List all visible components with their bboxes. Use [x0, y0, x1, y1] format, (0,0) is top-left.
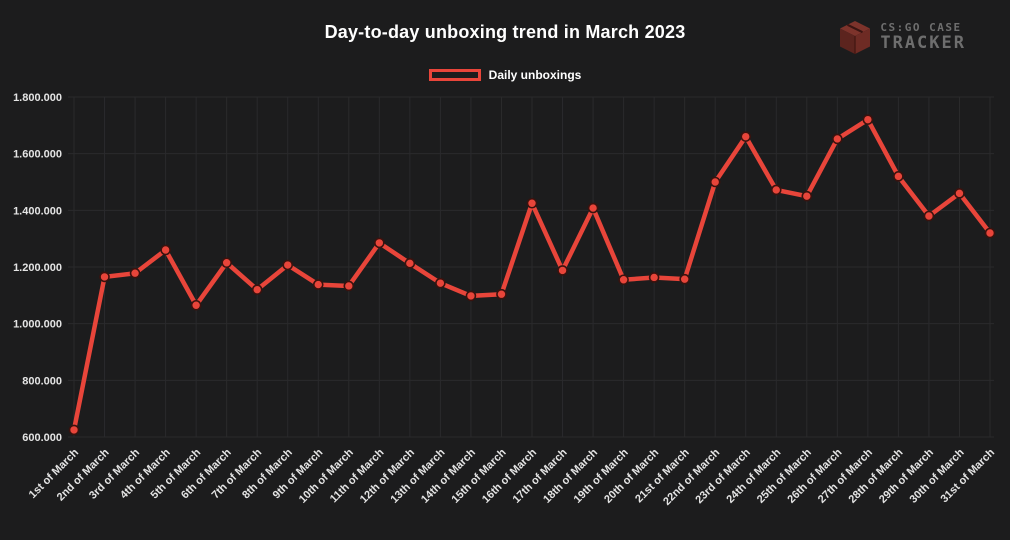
data-point[interactable]: [587, 202, 599, 214]
y-axis-label: 1.800.000: [13, 92, 62, 104]
data-point[interactable]: [68, 424, 80, 436]
data-point[interactable]: [740, 131, 752, 142]
x-axis-label: 11th of March: [328, 446, 387, 505]
brand-wordmark: CS:GO CASE TRACKER: [880, 22, 966, 52]
data-point[interactable]: [770, 184, 782, 196]
data-point[interactable]: [526, 197, 538, 209]
y-axis-label: 800.000: [22, 375, 62, 387]
data-point[interactable]: [496, 288, 507, 300]
data-point[interactable]: [343, 280, 355, 292]
data-point[interactable]: [404, 258, 416, 269]
case-cube-icon: [840, 21, 871, 54]
y-axis-label: 1.600.000: [13, 149, 62, 161]
data-point[interactable]: [709, 176, 721, 188]
y-axis-label: 1.000.000: [13, 319, 62, 331]
grid-lines: [68, 96, 994, 438]
data-point[interactable]: [618, 274, 629, 286]
x-axis-label: 21st of March: [633, 446, 692, 505]
data-point[interactable]: [251, 284, 263, 295]
data-point[interactable]: [99, 271, 110, 283]
data-point[interactable]: [893, 171, 904, 182]
page-title: Day-to-day unboxing trend in March 2023: [324, 22, 686, 42]
data-point[interactable]: [190, 299, 202, 311]
data-point[interactable]: [648, 272, 660, 283]
brand-name-bottom: TRACKER: [880, 33, 966, 53]
data-point[interactable]: [435, 277, 446, 289]
data-point[interactable]: [129, 267, 141, 279]
data-point[interactable]: [282, 259, 294, 271]
data-point[interactable]: [801, 190, 813, 202]
data-point[interactable]: [374, 237, 385, 249]
brand-name-top: CS:GO CASE: [880, 21, 962, 34]
y-axis-label: 1.200.000: [13, 262, 62, 274]
data-point[interactable]: [679, 273, 690, 285]
brand-logo: CS:GO CASE TRACKER: [837, 18, 966, 56]
legend-label: Daily unboxings: [488, 68, 582, 82]
data-point[interactable]: [221, 257, 232, 269]
y-axis-labels: 1.800.000 1.600.000 1.400.000 1.200.000 1.00…: [13, 92, 62, 444]
data-point[interactable]: [557, 265, 568, 276]
data-point[interactable]: [160, 244, 171, 256]
series-markers: [68, 114, 996, 436]
y-axis-label: 1.400.000: [13, 205, 62, 217]
data-point[interactable]: [832, 133, 843, 145]
chart-legend[interactable]: Daily unboxings: [0, 68, 1010, 82]
data-point[interactable]: [954, 188, 965, 199]
data-point[interactable]: [862, 114, 874, 125]
y-axis-label: 600.000: [22, 432, 62, 444]
legend-swatch: [428, 69, 481, 81]
data-point[interactable]: [984, 227, 996, 239]
data-point[interactable]: [312, 279, 324, 290]
data-point[interactable]: [923, 210, 935, 222]
data-point[interactable]: [465, 290, 477, 302]
x-axis-label: 31st of March: [938, 446, 997, 505]
